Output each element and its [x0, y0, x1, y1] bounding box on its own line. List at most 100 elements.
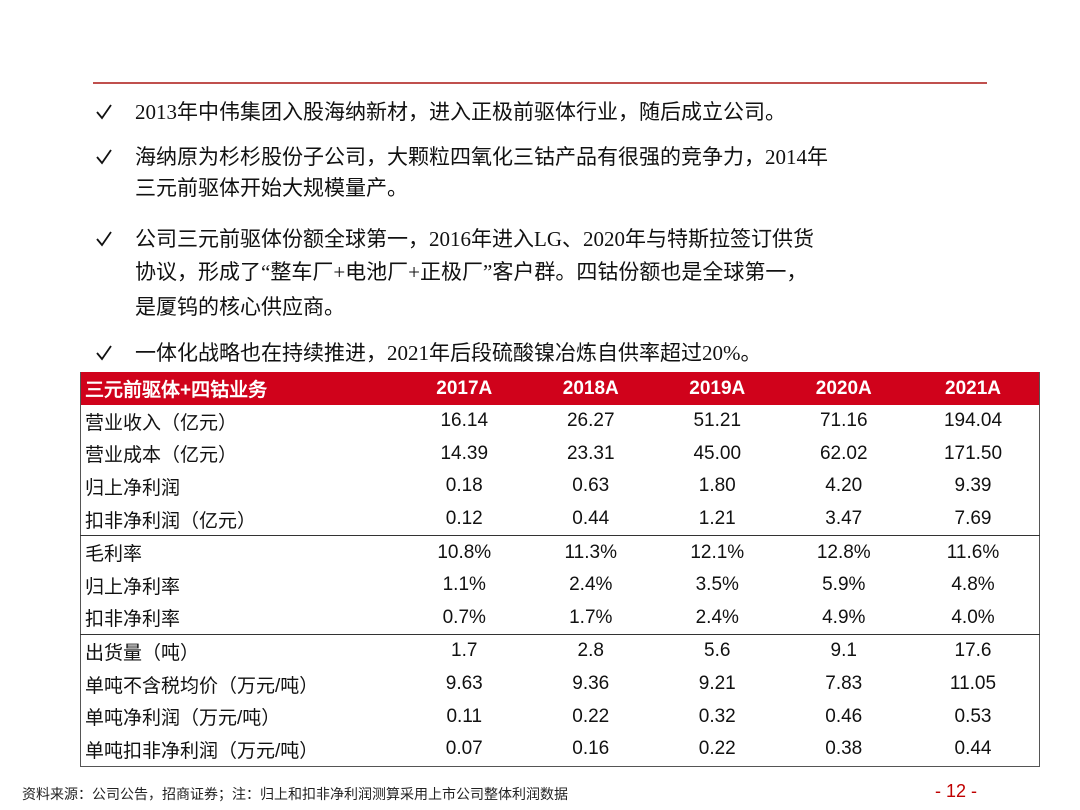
table-row: 归上净利润 0.18 0.63 1.80 4.20 9.39 [81, 470, 1040, 503]
table-row: 单吨扣非净利润（万元/吨） 0.07 0.16 0.22 0.38 0.44 [81, 733, 1040, 766]
row-label: 出货量（吨） [80, 634, 401, 668]
row-label: 归上净利率 [85, 576, 181, 598]
cell: 3.47 [825, 508, 863, 530]
cell: 0.07 [445, 738, 483, 760]
cell: 0.18 [445, 475, 483, 497]
header-cell: 2017A [401, 372, 528, 405]
check-icon [95, 102, 125, 127]
cell: 71.16 [819, 410, 868, 432]
cell: 23.31 [566, 442, 615, 464]
bullet-line: 一体化战略也在持续推进，2021年后段硫酸镍冶炼自供率超过20%。 [135, 341, 762, 365]
cell: 194.04 [943, 410, 1003, 432]
cell: 1.7 [401, 634, 528, 668]
header-cell: 2021A [907, 372, 1040, 405]
row-label: 毛利率 [80, 535, 401, 569]
cell: 11.6% [907, 535, 1040, 569]
cell: 4.0% [951, 606, 995, 628]
cell: 4.9% [822, 606, 866, 628]
table-row: 单吨不含税均价（万元/吨） 9.63 9.36 9.21 7.83 11.05 [81, 668, 1040, 701]
cell: 1.7% [569, 606, 613, 628]
cell: 5.6 [654, 634, 781, 668]
cell: 0.22 [698, 738, 736, 760]
cell: 16.14 [440, 410, 489, 432]
cell: 5.9% [822, 574, 866, 596]
row-label: 归上净利润 [85, 477, 181, 499]
cell: 2.8 [527, 634, 654, 668]
header-cell: 三元前驱体+四钴业务 [80, 372, 401, 405]
header-rule [93, 82, 987, 84]
cell: 7.69 [954, 508, 992, 530]
cell: 26.27 [566, 410, 615, 432]
cell: 4.20 [825, 475, 863, 497]
table-row: 归上净利率 1.1% 2.4% 3.5% 5.9% 4.8% [81, 569, 1040, 602]
cell: 1.21 [698, 508, 736, 530]
check-mark [96, 104, 112, 120]
table-row: 营业成本（亿元） 14.39 23.31 45.00 62.02 171.50 [81, 438, 1040, 471]
check-mark [96, 231, 112, 247]
row-label: 扣非净利润（亿元） [85, 510, 257, 532]
cell: 1.80 [698, 475, 736, 497]
cell: 10.8% [401, 535, 528, 569]
table-row: 单吨净利润（万元/吨） 0.11 0.22 0.32 0.46 0.53 [81, 700, 1040, 733]
row-label: 营业成本（亿元） [85, 445, 238, 467]
cell: 1.1% [442, 574, 486, 596]
bullet-line: 协议，形成了“整车厂+电池厂+正极厂”客户群。四钴份额也是全球第一， [135, 260, 808, 284]
table-row: 扣非净利率 0.7% 1.7% 2.4% 4.9% 4.0% [81, 602, 1040, 635]
table-row: 扣非净利润（亿元） 0.12 0.44 1.21 3.47 7.69 [81, 503, 1040, 536]
cell: 7.83 [825, 673, 863, 695]
cell: 2.4% [569, 574, 613, 596]
row-label: 单吨净利润（万元/吨） [85, 708, 281, 730]
cell: 3.5% [695, 574, 739, 596]
check-icon [95, 343, 125, 368]
bullet-line: 2013年中伟集团入股海纳新材，进入正极前驱体行业，随后成立公司。 [135, 100, 786, 124]
cell: 0.44 [954, 738, 992, 760]
cell: 51.21 [693, 410, 742, 432]
table-row: 毛利率 10.8% 11.3% 12.1% 12.8% 11.6% [80, 535, 1040, 569]
cell: 9.39 [954, 475, 992, 497]
cell: 45.00 [693, 442, 742, 464]
bullet-line: 三元前驱体开始大规模量产。 [135, 176, 408, 200]
cell: 0.44 [572, 508, 610, 530]
row-label: 单吨扣非净利润（万元/吨） [85, 740, 319, 762]
table-row: 出货量（吨） 1.7 2.8 5.6 9.1 17.6 [80, 634, 1040, 668]
cell: 0.16 [572, 738, 610, 760]
cell: 0.38 [825, 738, 863, 760]
cell: 9.63 [445, 673, 483, 695]
bullet-line: 公司三元前驱体份额全球第一，2016年进入LG、2020年与特斯拉签订供货 [135, 227, 814, 251]
check-mark [96, 149, 112, 165]
header-cell: 2019A [654, 372, 781, 405]
cell: 9.21 [698, 673, 736, 695]
bullet-line: 是厦钨的核心供应商。 [135, 295, 345, 319]
cell: 62.02 [819, 442, 868, 464]
cell: 0.11 [446, 705, 483, 727]
table-row: 营业收入（亿元） 16.14 26.27 51.21 71.16 194.04 [81, 405, 1040, 438]
header-cell: 2018A [527, 372, 654, 405]
cell: 12.1% [654, 535, 781, 569]
cell: 0.53 [954, 705, 992, 727]
source-note: 资料来源：公司公告，招商证券；注：归上和扣非净利润测算采用上市公司整体利润数据 [22, 786, 568, 802]
cell: 11.3% [527, 535, 654, 569]
cell: 2.4% [695, 606, 739, 628]
cell: 0.46 [825, 705, 863, 727]
data-table: 三元前驱体+四钴业务 2017A 2018A 2019A 2020A 2021A 营业收入（… [80, 372, 1040, 767]
cell: 0.12 [445, 508, 483, 530]
check-mark [96, 345, 112, 361]
page-number: - 12 - [935, 781, 978, 801]
cell: 11.05 [949, 673, 997, 695]
cell: 0.32 [698, 705, 736, 727]
cell: 0.22 [572, 705, 610, 727]
cell: 14.39 [440, 442, 489, 464]
header-row: 三元前驱体+四钴业务 2017A 2018A 2019A 2020A 2021A [80, 372, 1040, 405]
cell: 4.8% [951, 574, 995, 596]
cell: 0.63 [572, 475, 610, 497]
row-label: 单吨不含税均价（万元/吨） [85, 675, 319, 697]
row-label: 营业收入（亿元） [85, 412, 238, 434]
cell: 12.8% [780, 535, 907, 569]
cell: 9.36 [572, 673, 610, 695]
check-icon [95, 147, 125, 172]
row-label: 扣非净利率 [85, 609, 181, 631]
cell: 171.50 [943, 442, 1003, 464]
header-cell: 2020A [780, 372, 907, 405]
bullet-line: 海纳原为杉杉股份子公司，大颗粒四氧化三钴产品有很强的竞争力，2014年 [135, 145, 828, 169]
